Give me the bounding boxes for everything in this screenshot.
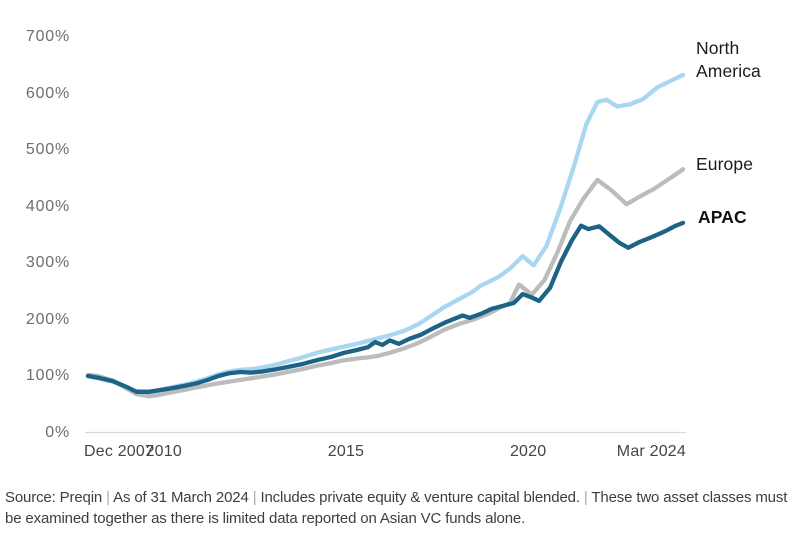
y-tick-label: 100% <box>25 367 70 384</box>
footnote-segment: As of 31 March 2024 <box>113 489 249 506</box>
legend-apac: APAC <box>698 207 747 227</box>
x-tick-label: 2015 <box>327 443 365 460</box>
y-tick-label: 0% <box>45 423 70 441</box>
x-tick-label: Dec 2007 <box>84 443 155 460</box>
chart-plot-canvas <box>85 72 686 434</box>
x-tick-label: 2010 <box>145 443 182 460</box>
legend-europe: Europe <box>696 154 754 174</box>
y-tick-label: 400% <box>25 197 70 215</box>
y-tick-label: 300% <box>25 254 70 271</box>
footnote-separator: | <box>579 489 592 506</box>
footnote-separator: | <box>102 489 114 506</box>
x-tick-label: 2020 <box>509 443 547 460</box>
y-tick-label: 700% <box>25 28 70 45</box>
series-line-apac <box>85 220 686 394</box>
series-line-europe <box>85 167 686 399</box>
source-footnote: Source: Preqin | As of 31 March 2024 | I… <box>5 488 795 529</box>
footnote-segment: Source: Preqin <box>5 489 103 506</box>
footnote-segment: These two asset classes must be examined… <box>5 489 788 527</box>
y-tick-label: 500% <box>25 141 70 158</box>
footnote-segment: Includes private equity & venture capita… <box>260 489 580 506</box>
y-tick-label: 600% <box>25 84 70 102</box>
x-tick-label: Mar 2024 <box>616 443 686 460</box>
legend-north-america: North America <box>696 38 761 81</box>
footnote-separator: | <box>248 489 261 506</box>
y-tick-label: 200% <box>25 310 70 328</box>
